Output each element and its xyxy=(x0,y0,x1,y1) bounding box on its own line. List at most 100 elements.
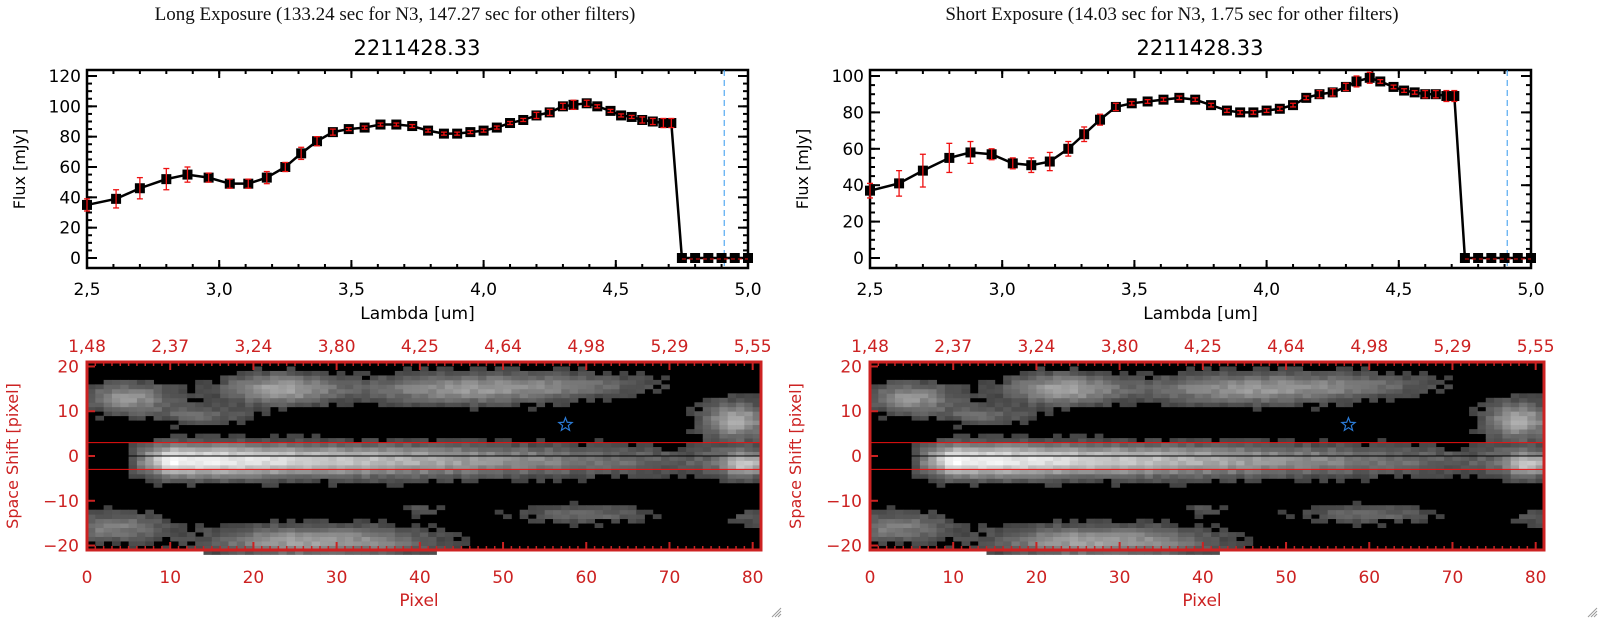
image-pixel xyxy=(752,473,762,479)
image-pixel xyxy=(344,464,354,470)
image-pixel xyxy=(1319,460,1329,466)
image-pixel xyxy=(361,370,371,376)
image-pixel xyxy=(1269,464,1279,470)
image-pixel xyxy=(1177,527,1187,533)
image-pixel xyxy=(211,402,221,408)
image-pixel xyxy=(1352,469,1362,475)
image-pixel xyxy=(1094,433,1104,439)
image-pixel xyxy=(444,402,454,408)
image-pixel xyxy=(1302,384,1312,390)
image-pixel xyxy=(511,370,521,376)
y-tick-label: 0 xyxy=(70,249,81,269)
image-pixel xyxy=(211,415,221,421)
image-pixel xyxy=(1044,478,1054,484)
image-pixel xyxy=(544,442,554,448)
resize-grip-icon[interactable] xyxy=(1586,606,1598,618)
error-bar xyxy=(570,99,577,111)
image-pixel xyxy=(494,509,504,515)
image-pixel xyxy=(1252,402,1262,408)
image-pixel xyxy=(711,451,720,457)
image-pixel xyxy=(1119,393,1129,399)
image-pixel xyxy=(1202,460,1212,466)
image-pixel xyxy=(903,384,913,390)
error-bar xyxy=(440,131,447,136)
image-pixel xyxy=(153,532,163,537)
image-pixel xyxy=(1119,388,1129,394)
image-pixel xyxy=(311,464,321,470)
image-pixel xyxy=(103,523,113,529)
image-pixel xyxy=(928,379,937,385)
y-tick-label: 100 xyxy=(49,97,81,117)
image-pixel xyxy=(1019,541,1029,546)
image-pixel xyxy=(1036,393,1046,399)
image-pixel xyxy=(953,424,962,430)
image-pixel xyxy=(186,393,196,399)
image-pixel xyxy=(961,411,971,417)
image-pixel xyxy=(1502,429,1512,435)
image-pixel xyxy=(1161,451,1170,457)
image-pixel xyxy=(1302,388,1312,394)
image-pixel xyxy=(1011,478,1021,484)
x-tick-label: 3,5 xyxy=(338,280,365,300)
resize-grip-icon[interactable] xyxy=(770,606,782,618)
image-pixel xyxy=(236,469,246,475)
image-pixel xyxy=(936,438,946,443)
image-pixel xyxy=(1086,473,1096,479)
image-pixel xyxy=(419,509,429,515)
image-pixel xyxy=(303,393,313,399)
image-pixel xyxy=(428,456,437,461)
image-pixel xyxy=(1261,379,1270,385)
error-bar xyxy=(1028,157,1035,174)
image-pixel xyxy=(120,388,130,394)
image-pixel xyxy=(319,438,329,443)
image-pixel xyxy=(286,478,296,484)
image-pixel xyxy=(469,397,479,403)
image-pixel xyxy=(1011,375,1021,381)
image-pixel xyxy=(1177,397,1187,403)
image-pixel xyxy=(636,379,645,385)
image-pixel xyxy=(419,460,429,466)
image-pixel xyxy=(228,464,238,470)
image-pixel xyxy=(103,532,113,537)
image-pixel xyxy=(1502,447,1512,452)
image-pixel xyxy=(1519,438,1528,443)
image-pixel xyxy=(561,469,571,475)
image-pixel xyxy=(87,397,96,403)
image-pixel xyxy=(253,366,263,372)
image-pixel xyxy=(428,473,437,479)
image-pixel xyxy=(1094,384,1104,390)
image-pixel xyxy=(245,478,254,484)
image-pixel xyxy=(344,384,354,390)
image-pixel xyxy=(111,406,121,412)
image-pixel xyxy=(128,545,138,551)
image-pixel xyxy=(386,473,396,479)
image-pixel xyxy=(1236,402,1245,408)
image-pixel xyxy=(969,393,979,399)
image-pixel xyxy=(894,384,904,390)
image-pixel xyxy=(461,460,471,466)
image-pixel xyxy=(1344,393,1354,399)
image-pixel xyxy=(1078,478,1087,484)
error-bar xyxy=(618,113,625,118)
image-pixel xyxy=(611,469,620,475)
image-pixel xyxy=(528,384,537,390)
image-pixel xyxy=(1510,473,1520,479)
image-pixel xyxy=(1194,532,1204,537)
image-pixel xyxy=(903,402,913,408)
image-pixel xyxy=(894,379,904,385)
image-pixel xyxy=(461,379,471,385)
image-pixel xyxy=(552,447,562,452)
image-pixel xyxy=(403,527,412,533)
image-pixel xyxy=(328,460,338,466)
image-pixel xyxy=(1078,379,1087,385)
image-pixel xyxy=(719,473,729,479)
image-pixel xyxy=(936,536,946,542)
image-pixel xyxy=(1061,456,1071,461)
image-pixel xyxy=(136,388,146,394)
image-pixel xyxy=(1102,464,1112,470)
image-pixel xyxy=(1236,532,1245,537)
image-pixel xyxy=(1011,447,1021,452)
image-pixel xyxy=(994,388,1004,394)
image-pixel xyxy=(1211,545,1220,551)
